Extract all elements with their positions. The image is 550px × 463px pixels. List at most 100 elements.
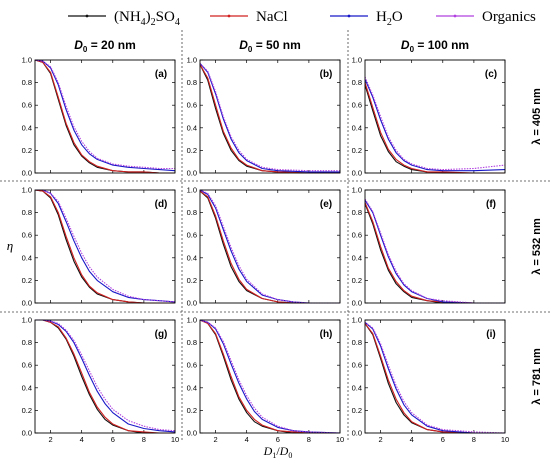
series-line [364,323,505,434]
y-tick-label: 0.0 [22,299,32,308]
series-line [364,321,505,434]
y-tick-label: 0.6 [187,231,197,240]
column-title: D0 = 100 nm [401,38,469,54]
y-tick-label: 1.0 [352,56,362,65]
panel: 0.0 0.2 0.4 0.6 0.8 1.0 2 4 6 8 10 (i) [352,316,510,445]
y-tick-label: 0.6 [22,101,32,110]
y-tick-label: 1.0 [352,316,362,325]
y-tick-label: 0.0 [187,169,197,178]
x-tick-label: 4 [245,435,249,444]
panel-label: (f) [486,199,496,210]
plot-frame [199,319,341,434]
series-line [35,189,176,303]
y-tick-label: 1.0 [187,56,197,65]
plot-frame [199,189,341,304]
y-tick-label: 1.0 [187,316,197,325]
legend-item: H2​O [330,9,403,28]
y-tick-label: 0.6 [352,231,362,240]
y-axis-label: η [7,238,13,253]
plot-frame [34,59,176,174]
legend-label: Organics [482,9,536,25]
y-tick-label: 0.4 [352,253,362,262]
y-tick-label: 0.2 [187,276,197,285]
panel-label: (e) [320,199,332,210]
legend-item: Organics [436,9,536,25]
legend-label: H2​O [376,9,403,28]
y-tick-label: 0.8 [352,78,362,87]
y-tick-label: 0.2 [22,406,32,415]
series-line [199,189,340,304]
y-tick-label: 0.8 [22,338,32,347]
column-title: D0 = 20 nm [74,38,135,54]
series-line [199,319,340,434]
y-tick-label: 0.2 [187,146,197,155]
y-tick-label: 0.6 [352,361,362,370]
x-tick-label: 2 [213,435,217,444]
row-label: λ = 532 nm [531,218,543,275]
y-tick-label: 0.0 [187,299,197,308]
x-tick-label: 6 [441,435,445,444]
panel: 0.0 0.2 0.4 0.6 0.8 1.0 (a) [22,56,176,178]
y-tick-label: 1.0 [352,186,362,195]
panel: 0.0 0.2 0.4 0.6 0.8 1.0 (e) [187,186,341,308]
y-tick-label: 0.6 [352,101,362,110]
series-line [364,202,505,304]
y-tick-label: 0.0 [352,169,362,178]
legend-item: (NH4​)2​SO4​ [68,9,180,28]
series-line [364,82,505,174]
y-tick-label: 0.4 [352,123,362,132]
legend-marker [453,14,457,18]
x-tick-label: 6 [111,435,115,444]
series-line [199,63,340,173]
series-line [34,59,176,172]
y-tick-label: 0.4 [352,383,362,392]
x-tick-label: 6 [276,435,280,444]
y-tick-label: 1.0 [22,186,32,195]
y-tick-label: 0.2 [22,146,32,155]
x-tick-label: 4 [410,435,414,444]
legend-label: NaCl [256,9,288,25]
y-tick-label: 0.8 [352,338,362,347]
x-tick-label: 2 [378,435,382,444]
y-tick-label: 0.0 [22,429,32,438]
x-tick-label: 4 [80,435,84,444]
y-tick-label: 0.2 [187,406,197,415]
series-line [35,319,176,433]
y-tick-label: 0.0 [22,169,32,178]
column-headers: D0 = 20 nm D0 = 50 nm D0 = 100 nm [74,38,469,54]
y-tick-label: 0.8 [187,338,197,347]
plot-frame [364,59,506,174]
y-tick-label: 1.0 [187,186,197,195]
panel: 0.0 0.2 0.4 0.6 0.8 1.0 (c) [352,56,506,178]
x-tick-label: 8 [142,435,146,444]
series-line [364,76,506,171]
x-tick-label: 10 [501,435,509,444]
legend-label: (NH4​)2​SO4​ [114,9,180,28]
y-tick-label: 0.8 [187,208,197,217]
panel: 0.0 0.2 0.4 0.6 0.8 1.0 (b) [187,56,341,178]
x-tick-label: 8 [472,435,476,444]
y-tick-label: 0.4 [22,123,32,132]
plot-frame [364,189,506,304]
y-tick-label: 0.6 [187,361,197,370]
panel-label: (b) [320,69,333,80]
legend-item: NaCl [210,9,288,25]
panel-label: (g) [155,329,168,340]
y-tick-label: 0.8 [22,78,32,87]
legend-marker [85,14,89,18]
legend: (NH4​)2​SO4​ NaCl H2​O Organics [68,9,536,28]
series-line [199,63,340,172]
panel: 0.0 0.2 0.4 0.6 0.8 1.0 (f) [352,186,506,308]
series-line [199,319,341,434]
y-tick-label: 0.4 [22,253,32,262]
y-tick-label: 1.0 [22,56,32,65]
y-tick-label: 0.8 [352,208,362,217]
y-tick-label: 0.6 [22,231,32,240]
panel-label: (h) [320,329,333,340]
series-line [35,319,175,434]
row-label: λ = 405 nm [531,88,543,145]
y-tick-label: 0.2 [352,276,362,285]
row-label: λ = 781 nm [531,348,543,405]
series-line [364,321,506,434]
